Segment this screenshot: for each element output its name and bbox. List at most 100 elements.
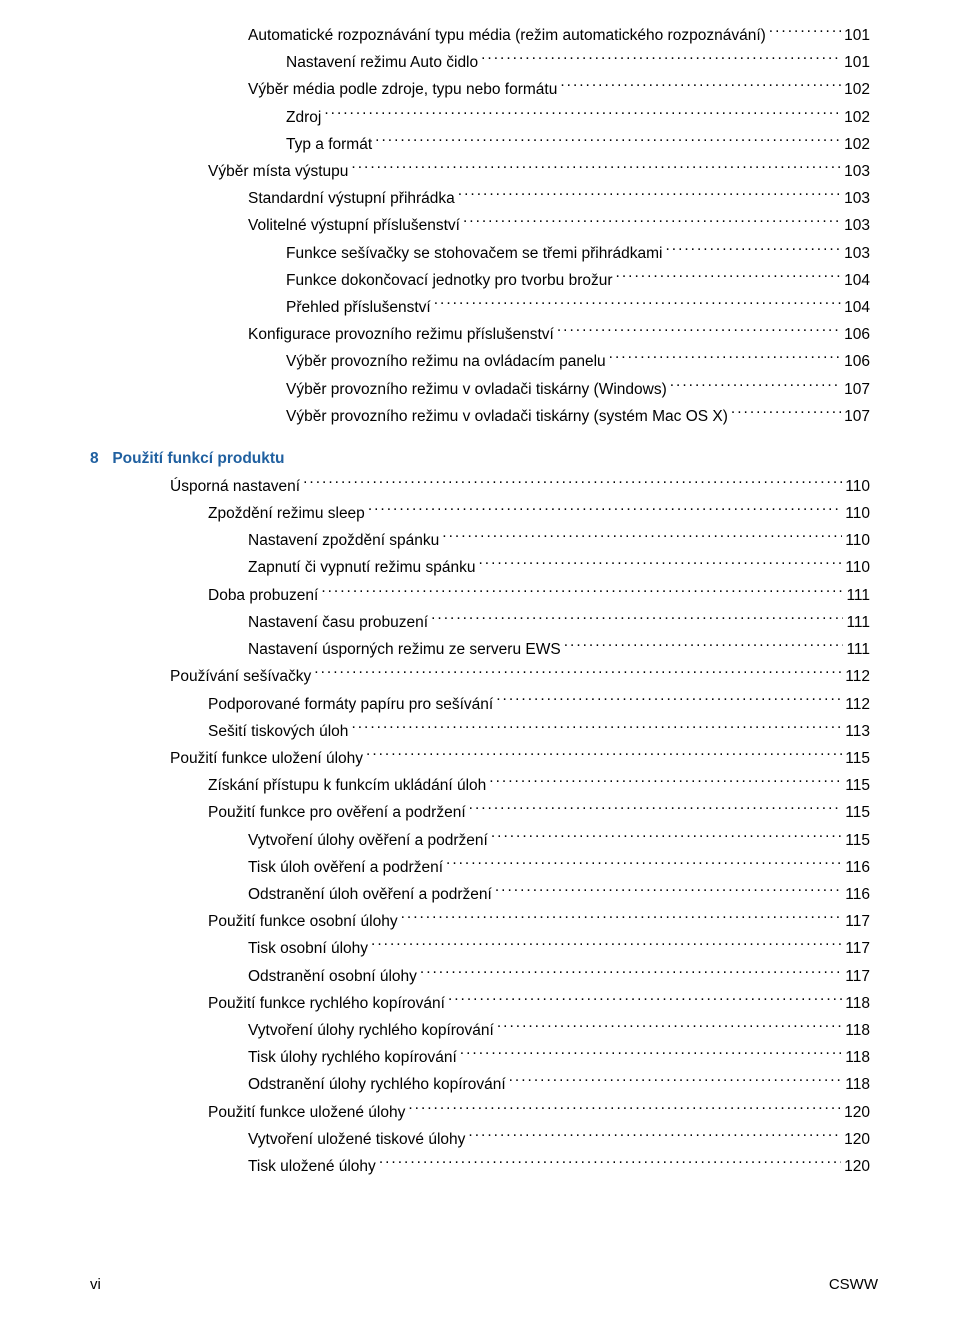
- toc-leader-dots: [496, 693, 842, 709]
- toc-entry-page: 116: [845, 883, 870, 907]
- toc-leader-dots: [351, 720, 842, 736]
- toc-leader-dots: [401, 911, 843, 927]
- toc-leader-dots: [460, 1047, 843, 1063]
- toc-entry-label: Podporované formáty papíru pro sešívání: [208, 693, 493, 717]
- page-footer: vi CSWW: [90, 1273, 878, 1296]
- toc-entry-label: Vytvoření úlohy rychlého kopírování: [248, 1019, 494, 1043]
- page: Automatické rozpoznávání typu média (rež…: [0, 0, 960, 1332]
- toc-leader-dots: [509, 1074, 843, 1090]
- toc-leader-dots: [469, 802, 843, 818]
- toc-entry: Používání sešívačky112: [90, 665, 870, 689]
- toc-entry-label: Funkce sešívačky se stohovačem se třemi …: [286, 242, 662, 266]
- toc-leader-dots: [379, 1155, 841, 1171]
- toc-entry-page: 115: [845, 774, 870, 798]
- toc-entry-page: 118: [845, 1019, 870, 1043]
- toc-entry: Přehled příslušenství 104: [90, 296, 870, 320]
- toc-entry: Zdroj 102: [90, 106, 870, 130]
- toc-entry: Tisk uložené úlohy 120: [90, 1155, 870, 1179]
- toc-entry-page: 103: [844, 214, 870, 238]
- toc-entry: Zapnutí či vypnutí režimu spánku110: [90, 556, 870, 580]
- toc-entry-label: Použití funkce osobní úlohy: [208, 910, 398, 934]
- toc-entry-page: 101: [844, 24, 870, 48]
- toc-entry: Odstranění úlohy rychlého kopírování118: [90, 1073, 870, 1097]
- toc-entry-page: 116: [845, 856, 870, 880]
- toc-entry-label: Funkce dokončovací jednotky pro tvorbu b…: [286, 269, 613, 293]
- toc-leader-dots: [324, 106, 841, 122]
- toc-entry-label: Používání sešívačky: [170, 665, 311, 689]
- toc-entry-page: 120: [844, 1128, 870, 1152]
- toc-leader-dots: [446, 856, 842, 872]
- toc-entry-page: 102: [844, 133, 870, 157]
- section-title-text: Použití funkcí produktu: [112, 450, 284, 467]
- toc-entry-label: Použití funkce uložené úlohy: [208, 1101, 405, 1125]
- toc-leader-dots: [481, 52, 841, 68]
- footer-doc-code: CSWW: [829, 1273, 878, 1296]
- toc-entry-page: 120: [844, 1101, 870, 1125]
- toc-entry-label: Automatické rozpoznávání typu média (rež…: [248, 24, 766, 48]
- toc-entry-page: 104: [844, 296, 870, 320]
- toc-leader-dots: [557, 324, 841, 340]
- toc-entry: Úsporná nastavení110: [90, 475, 870, 499]
- toc-entry: Zpoždění režimu sleep110: [90, 502, 870, 526]
- toc-leader-dots: [564, 639, 844, 655]
- toc-entry-label: Použití funkce uložení úlohy: [170, 747, 363, 771]
- toc-entry: Tisk osobní úlohy117: [90, 937, 870, 961]
- toc-entry-page: 102: [844, 106, 870, 130]
- toc-entry-label: Zdroj: [286, 106, 321, 130]
- toc-leader-dots: [731, 405, 841, 421]
- toc-entry: Funkce sešívačky se stohovačem se třemi …: [90, 242, 870, 266]
- toc-entry-label: Nastavení času probuzení: [248, 611, 428, 635]
- toc-entry-label: Výběr provozního režimu na ovládacím pan…: [286, 350, 606, 374]
- toc-leader-dots: [442, 530, 842, 546]
- toc-entry-page: 117: [845, 965, 870, 989]
- toc-entry-label: Volitelné výstupní příslušenství: [248, 214, 460, 238]
- toc-entry-page: 101: [844, 51, 870, 75]
- toc-entry-page: 118: [845, 992, 870, 1016]
- toc-entry: Vytvoření úlohy ověření a podržení115: [90, 829, 870, 853]
- toc-entry-page: 111: [846, 584, 870, 608]
- toc-leader-dots: [303, 475, 842, 491]
- toc-entry: Tisk úlohy rychlého kopírování 118: [90, 1046, 870, 1070]
- toc-block-section-8: Úsporná nastavení110 Zpoždění režimu slee…: [90, 475, 870, 1179]
- toc-leader-dots: [665, 242, 841, 258]
- toc-entry-label: Nastavení režimu Auto čidlo: [286, 51, 478, 75]
- toc-leader-dots: [458, 188, 841, 204]
- toc-entry-label: Přehled příslušenství: [286, 296, 431, 320]
- toc-entry-page: 115: [845, 747, 870, 771]
- toc-entry-label: Tisk uložené úlohy: [248, 1155, 376, 1179]
- toc-leader-dots: [368, 503, 842, 519]
- toc-entry-page: 111: [846, 638, 870, 662]
- toc-entry-label: Tisk osobní úlohy: [248, 937, 368, 961]
- toc-leader-dots: [769, 25, 841, 41]
- toc-entry: Nastavení času probuzení 111: [90, 611, 870, 635]
- toc-leader-dots: [463, 215, 841, 231]
- toc-entry-label: Odstranění úloh ověření a podržení: [248, 883, 492, 907]
- toc-entry: Výběr provozního režimu v ovladači tiská…: [90, 405, 870, 429]
- toc-entry-page: 112: [845, 693, 870, 717]
- toc-entry-page: 111: [846, 611, 870, 635]
- toc-entry-label: Vytvoření úlohy ověření a podržení: [248, 829, 488, 853]
- toc-entry: Použití funkce pro ověření a podržení115: [90, 801, 870, 825]
- toc-entry: Výběr média podle zdroje, typu nebo form…: [90, 78, 870, 102]
- toc-entry-label: Odstranění osobní úlohy: [248, 965, 417, 989]
- toc-entry-label: Standardní výstupní přihrádka: [248, 187, 455, 211]
- toc-leader-dots: [468, 1128, 841, 1144]
- toc-leader-dots: [431, 611, 843, 627]
- toc-entry-page: 102: [844, 78, 870, 102]
- toc-entry: Použití funkce uložené úlohy 120: [90, 1101, 870, 1125]
- toc-entry-page: 120: [844, 1155, 870, 1179]
- section-number: 8: [90, 447, 108, 471]
- toc-entry: Získání přístupu k funkcím ukládání úloh…: [90, 774, 870, 798]
- section-8-heading: 8 Použití funkcí produktu: [90, 447, 870, 471]
- toc-leader-dots: [609, 351, 841, 367]
- toc-entry-label: Tisk úlohy rychlého kopírování: [248, 1046, 457, 1070]
- toc-entry-label: Výběr média podle zdroje, typu nebo form…: [248, 78, 557, 102]
- toc-leader-dots: [495, 883, 842, 899]
- toc-entry: Konfigurace provozního režimu příslušens…: [90, 323, 870, 347]
- toc-entry-label: Doba probuzení: [208, 584, 318, 608]
- toc-leader-dots: [371, 938, 842, 954]
- toc-entry-label: Vytvoření uložené tiskové úlohy: [248, 1128, 465, 1152]
- toc-entry-label: Použití funkce rychlého kopírování: [208, 992, 445, 1016]
- toc-entry-page: 118: [845, 1046, 870, 1070]
- toc-entry-page: 103: [844, 242, 870, 266]
